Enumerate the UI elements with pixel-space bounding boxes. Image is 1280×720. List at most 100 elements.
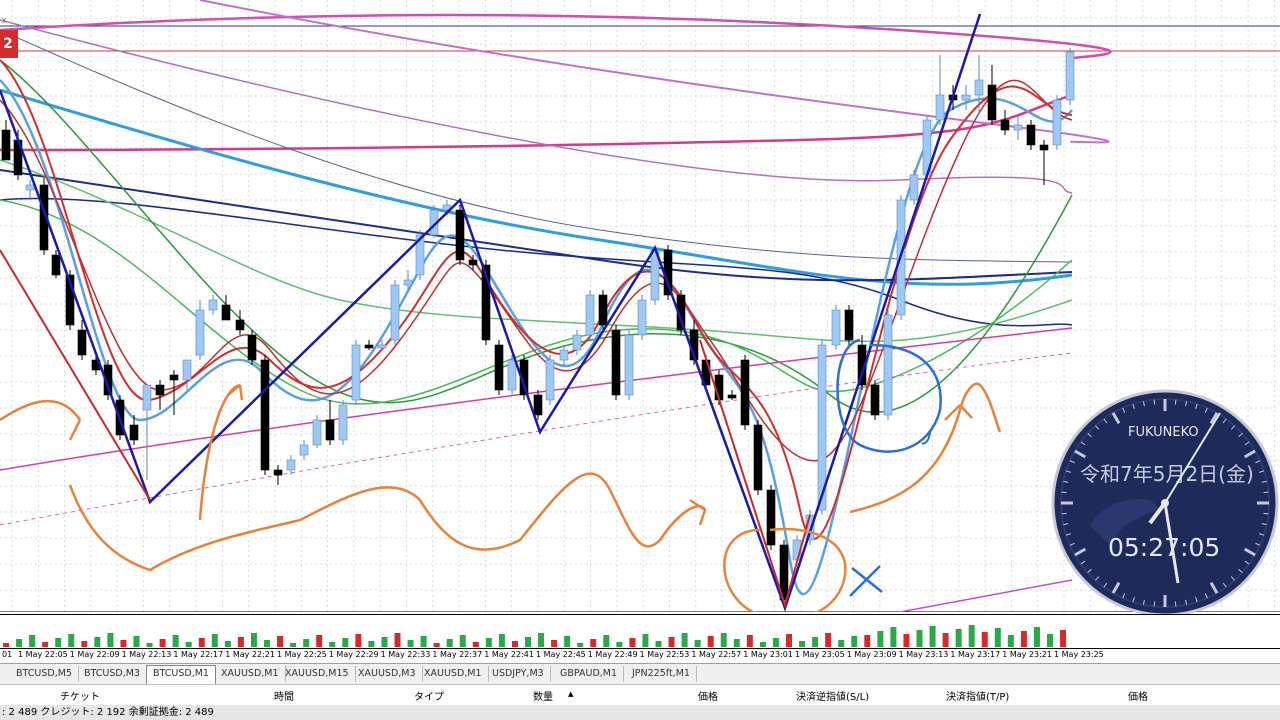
chart-grid [0, 0, 1280, 612]
ma-green [0, 59, 1073, 413]
chart-tab[interactable]: XAUUSD,M3 [352, 666, 423, 682]
clock-tick [1069, 542, 1075, 546]
col-price[interactable]: 価格 [698, 692, 718, 703]
price-badge: Y 2 [0, 17, 18, 58]
ma-pink [0, 93, 1073, 152]
candle-body [390, 284, 400, 341]
candle-body [883, 314, 893, 416]
clock-face [1051, 389, 1279, 617]
clock-tick [1153, 399, 1156, 405]
clock-tick [1255, 460, 1261, 464]
time-axis-label: 1 May 23:17 [950, 650, 1001, 659]
time-axis-label: 1 May 23:09 [846, 650, 897, 659]
volume-bar [759, 642, 766, 647]
volume-bar [681, 633, 688, 647]
volume-bar [825, 633, 832, 647]
volume-bar [799, 641, 806, 647]
clock-tick [1263, 491, 1269, 494]
candle-body [753, 424, 763, 491]
candle-body [377, 344, 387, 349]
candle-body [572, 334, 582, 351]
candle-body [545, 359, 555, 401]
time-axis-label: 1 May 22:13 [121, 650, 172, 659]
col-time[interactable]: 時間 [274, 692, 294, 703]
candle-body [338, 404, 348, 441]
chart-tab[interactable]: BTCUSD,M3 [78, 666, 147, 682]
volume-bar [29, 635, 36, 647]
clock-tick [1080, 441, 1086, 446]
chart-tab[interactable]: XAUUSD,M1 [418, 666, 489, 682]
chart-tab[interactable]: BTCUSD,M5 [10, 666, 79, 682]
price-chart[interactable]: Y 2 FUKUNEKO 令和7年5月2日(金) 05:27:05 [0, 0, 1280, 621]
clock-tick [1069, 460, 1075, 464]
volume-bar [172, 635, 179, 647]
col-ticket[interactable]: チケット [60, 692, 100, 703]
chart-tab[interactable]: BTCUSD,M1 [146, 665, 216, 684]
trade-columns-header: チケット 時間 タイプ 数量 ▲ 価格 決済逆指値(S/L) 決済指値(T/P)… [0, 684, 1280, 706]
annotation-cross [849, 565, 883, 597]
volume-pane [0, 614, 1280, 649]
volume-bar [198, 638, 205, 647]
clock-tick [1243, 547, 1256, 557]
volume-bar [1007, 635, 1014, 647]
volume-bar [133, 636, 140, 647]
volume-bar [394, 633, 401, 647]
candle-body [235, 319, 245, 331]
candle-body [1065, 51, 1075, 101]
col-tp[interactable]: 決済指値(T/P) [946, 692, 1010, 703]
time-axis-label: 1 May 22:09 [69, 650, 120, 659]
volume-bar [1033, 627, 1040, 647]
volume-bar [316, 635, 323, 647]
volume-bar [838, 640, 845, 647]
chart-tab[interactable]: XAUUSD,M15 [279, 666, 356, 682]
clock-tick [1244, 560, 1250, 565]
ma-fast-blue [0, 79, 1073, 596]
clock-brand: FUKUNEKO [1128, 425, 1199, 440]
volume-bar [42, 642, 49, 647]
volume-bar [146, 643, 153, 647]
col-sl[interactable]: 決済逆指値(S/L) [796, 692, 870, 703]
candle-body [974, 79, 984, 96]
volume-bar [511, 641, 518, 647]
chart-tab[interactable]: USDJPY,M3 [486, 666, 551, 682]
time-axis-label: 1 May 22:33 [380, 650, 431, 659]
col-volume[interactable]: 数量 [533, 692, 553, 703]
chart-tab[interactable]: JPN225ft,M1 [626, 666, 697, 682]
time-axis-label: 1 May 22:29 [328, 650, 379, 659]
candle-body [155, 384, 165, 396]
time-axis: 01 1 May 22:05 1 May 22:09 1 May 22:13 1 May… [0, 648, 1280, 663]
volume-bar [525, 637, 531, 647]
clock-tick [1222, 582, 1227, 588]
clock-tick [1259, 470, 1265, 473]
col-type[interactable]: タイプ [414, 692, 444, 703]
volume-bar [864, 635, 871, 647]
volume-bar [381, 637, 388, 647]
chart-tab[interactable]: XAUUSD,M1 [215, 666, 286, 682]
clock-tick [1111, 581, 1121, 594]
volume-bar [355, 634, 362, 647]
chart-tab[interactable]: GBPAUD,M1 [554, 666, 625, 682]
candle-body [1039, 144, 1049, 151]
volume-bar [211, 634, 218, 647]
candle-body [844, 309, 854, 341]
chart-tabs: BTCUSD,M5 BTCUSD,M3 BTCUSD,M1 XAUUSD,M1 XAUU… [0, 663, 1280, 684]
time-axis-label: 1 May 22:57 [691, 650, 742, 659]
clock-tick [1204, 593, 1208, 599]
clock-date: 令和7年5月2日(金) [1080, 462, 1254, 486]
candle-body [817, 344, 827, 511]
col-price-current[interactable]: 価格 [1128, 692, 1148, 703]
volume-bar [1060, 630, 1067, 647]
volume-bar [720, 633, 727, 647]
volume-bar [159, 639, 166, 647]
candle-body [273, 469, 283, 476]
volume-bar [407, 640, 414, 647]
clock-tick [1063, 523, 1069, 526]
volume-bar [446, 639, 453, 647]
clock-tick [1061, 512, 1067, 515]
volume-bar [968, 625, 975, 647]
clock-tick [1074, 547, 1087, 557]
volume-bar [55, 638, 62, 647]
candle-body [403, 279, 413, 286]
volume-bar [772, 638, 779, 647]
sort-arrow-icon[interactable]: ▲ [568, 690, 574, 698]
